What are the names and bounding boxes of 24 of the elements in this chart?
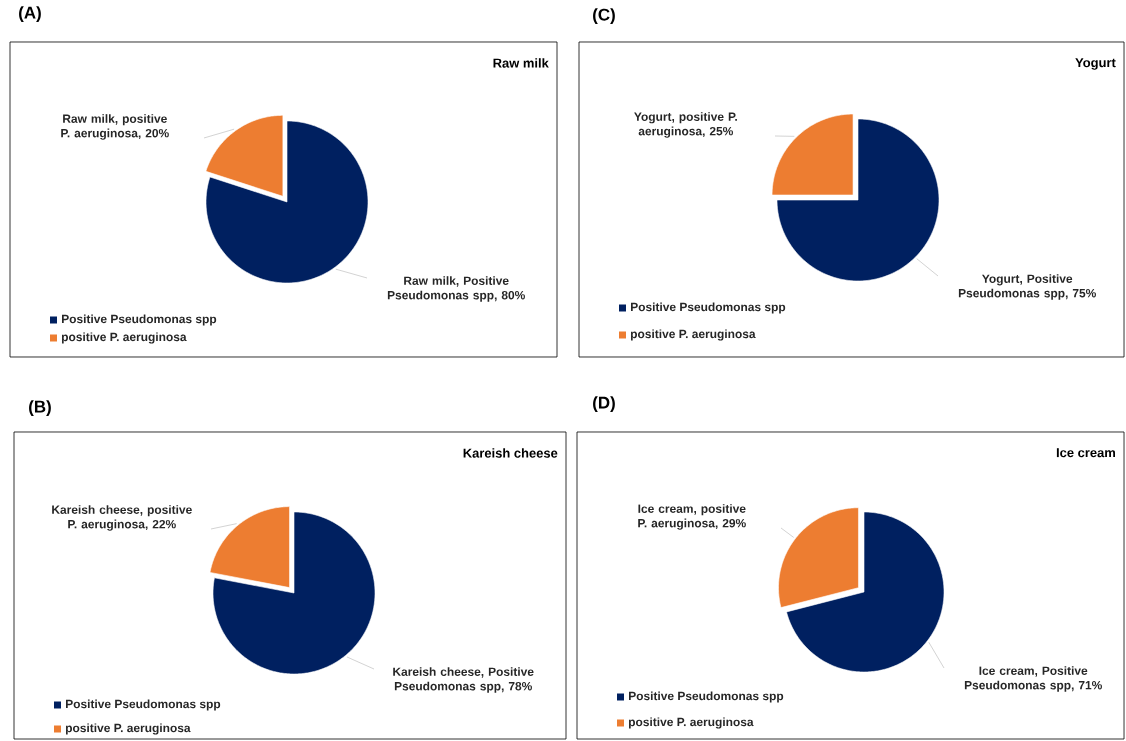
chart-title: (D): [593, 396, 615, 412]
data-label: Kareish cheese, positive P. aeruginosa, 22%: [52, 505, 192, 531]
data-label: Ice cream, Positive Pseudomonas spp, 71%: [964, 666, 1102, 692]
legend-label: Positive Pseudomonas spp: [62, 314, 217, 326]
chart-title: (B): [29, 400, 51, 416]
chart-title: (A): [19, 6, 41, 22]
legend-label: Positive Pseudomonas spp: [66, 699, 221, 711]
data-label: Yogurt, positive P. aeruginosa, 25%: [634, 112, 737, 138]
legend-label: positive P. aeruginosa: [61, 332, 187, 344]
chart-subtitle: Yogurt: [1075, 58, 1116, 70]
chart-subtitle: Ice cream: [1056, 448, 1115, 458]
legend-label: positive P. aeruginosa: [65, 723, 191, 735]
data-label: Ice cream, positive P. aeruginosa, 29%: [638, 504, 746, 530]
data-label: Yogurt, Positive Pseudomonas spp, 75%: [958, 274, 1096, 300]
legend-label: positive P. aeruginosa: [630, 329, 756, 341]
data-label: Raw milk, Positive Pseudomonas spp, 80%: [387, 276, 525, 302]
data-label: Kareish cheese, Positive Pseudomonas spp, 78%: [393, 667, 534, 693]
legend-label: Positive Pseudomonas spp: [629, 691, 784, 703]
data-label: Raw milk, positive P. aeruginosa, 20%: [61, 114, 169, 140]
legend-label: positive P. aeruginosa: [628, 717, 754, 729]
chart-subtitle: Raw milk: [493, 58, 549, 68]
chart-subtitle: Kareish cheese: [463, 448, 558, 458]
legend-label: Positive Pseudomonas spp: [631, 302, 786, 314]
chart-title: (C): [593, 8, 615, 24]
